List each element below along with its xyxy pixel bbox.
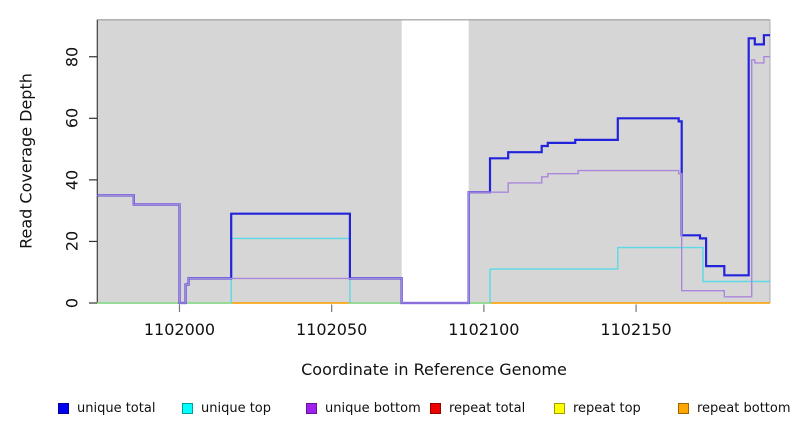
y-tick-label: 0 <box>62 297 82 309</box>
y-tick-label: 20 <box>62 231 82 252</box>
legend-swatch-icon <box>554 402 565 414</box>
legend-swatch-icon <box>182 402 193 414</box>
legend-item-repeat-bottom: repeat bottom <box>678 399 791 417</box>
legend-label: unique top <box>201 400 272 416</box>
y-tick-label: 60 <box>62 108 82 129</box>
legend-label: repeat top <box>573 400 641 416</box>
legend-swatch-icon <box>678 402 689 414</box>
legend-item-unique-bottom: unique bottom <box>306 399 421 417</box>
legend-swatch-icon <box>430 402 441 414</box>
x-tick-label: 1102100 <box>448 320 520 339</box>
legend-item-repeat-total: repeat total <box>430 399 525 417</box>
legend-item-unique-total: unique total <box>58 399 155 417</box>
legend-label: repeat bottom <box>697 400 791 416</box>
legend-label: repeat total <box>449 400 526 416</box>
legend-item-repeat-top: repeat top <box>554 399 641 417</box>
x-axis-title: Coordinate in Reference Genome <box>301 360 567 379</box>
legend-label: unique total <box>77 400 156 416</box>
x-tick-label: 1102050 <box>296 320 368 339</box>
series-unique-bottom <box>97 56 770 304</box>
y-tick-label: 80 <box>62 46 82 67</box>
legend-label: unique bottom <box>325 400 421 416</box>
legend-swatch-icon <box>306 402 317 414</box>
legend: unique total unique top unique bottom repea… <box>0 399 792 419</box>
x-tick-label: 1102150 <box>600 320 672 339</box>
y-tick-label: 40 <box>62 169 82 191</box>
x-tick-label: 1102000 <box>143 320 216 339</box>
y-axis-title: Read Coverage Depth <box>16 73 36 249</box>
legend-item-unique-top: unique top <box>182 399 271 417</box>
legend-swatch-icon <box>58 402 69 414</box>
masked-region <box>401 19 469 304</box>
